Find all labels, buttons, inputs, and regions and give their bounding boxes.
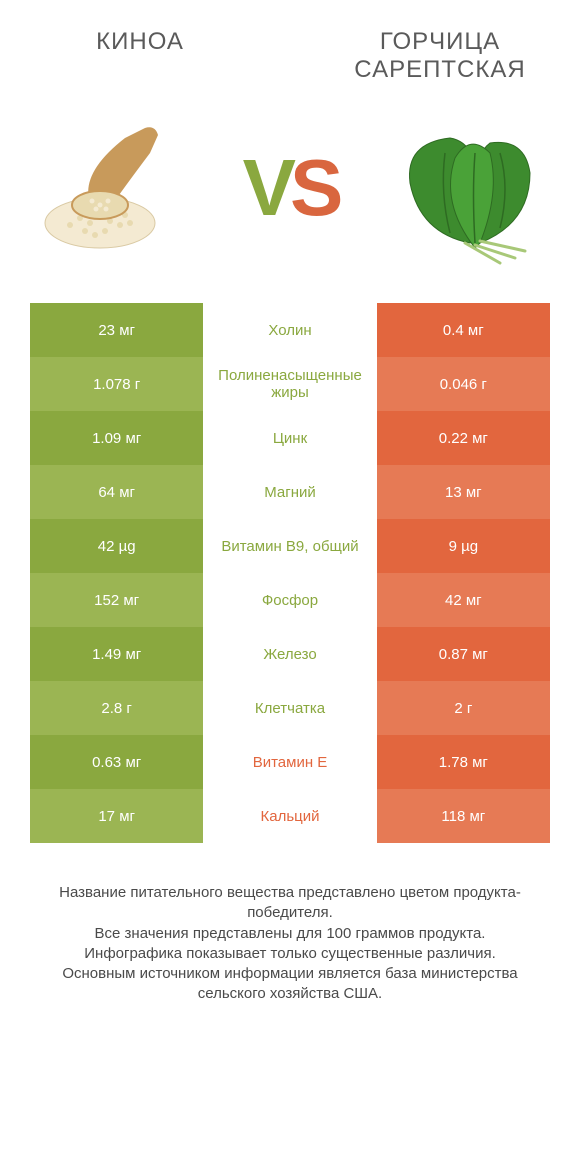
- right-value: 9 µg: [377, 519, 550, 573]
- left-value: 17 мг: [30, 789, 203, 843]
- table-row: 17 мгКальций118 мг: [30, 789, 550, 843]
- table-row: 42 µgВитамин B9, общий9 µg: [30, 519, 550, 573]
- right-value: 42 мг: [377, 573, 550, 627]
- nutrient-label: Магний: [203, 465, 376, 519]
- nutrient-label: Витамин E: [203, 735, 376, 789]
- left-value: 64 мг: [30, 465, 203, 519]
- right-value: 0.22 мг: [377, 411, 550, 465]
- left-product-title: КИНОА: [30, 28, 290, 56]
- footer-line: Все значения представлены для 100 граммо…: [30, 924, 550, 944]
- left-value: 2.8 г: [30, 681, 203, 735]
- right-value: 118 мг: [377, 789, 550, 843]
- left-value: 42 µg: [30, 519, 203, 573]
- right-value: 1.78 мг: [377, 735, 550, 789]
- left-value: 1.09 мг: [30, 411, 203, 465]
- table-row: 1.49 мгЖелезо0.87 мг: [30, 627, 550, 681]
- table-row: 64 мгМагний13 мг: [30, 465, 550, 519]
- footer-line: Название питательного вещества представл…: [30, 883, 550, 924]
- nutrient-label: Цинк: [203, 411, 376, 465]
- footer-line: Инфографика показывает только существенн…: [30, 944, 550, 964]
- nutrient-label: Клетчатка: [203, 681, 376, 735]
- left-product-image: [30, 103, 200, 273]
- right-value: 0.4 мг: [377, 303, 550, 357]
- comparison-table: 23 мгХолин0.4 мг1.078 гПолиненасыщенные …: [0, 303, 580, 843]
- right-value: 0.87 мг: [377, 627, 550, 681]
- nutrient-label: Полиненасыщенные жиры: [203, 357, 376, 411]
- table-row: 1.078 гПолиненасыщенные жиры0.046 г: [30, 357, 550, 411]
- left-value: 152 мг: [30, 573, 203, 627]
- nutrient-label: Кальций: [203, 789, 376, 843]
- left-value: 23 мг: [30, 303, 203, 357]
- right-value: 0.046 г: [377, 357, 550, 411]
- right-product-title: ГОРЧИЦА САРЕПТСКАЯ: [290, 28, 550, 83]
- table-row: 2.8 гКлетчатка2 г: [30, 681, 550, 735]
- table-row: 0.63 мгВитамин E1.78 мг: [30, 735, 550, 789]
- table-row: 152 мгФосфор42 мг: [30, 573, 550, 627]
- header: КИНОА ГОРЧИЦА САРЕПТСКАЯ: [0, 0, 580, 83]
- right-value: 2 г: [377, 681, 550, 735]
- nutrient-label: Железо: [203, 627, 376, 681]
- right-product-image: [380, 103, 550, 273]
- right-value: 13 мг: [377, 465, 550, 519]
- left-value: 1.49 мг: [30, 627, 203, 681]
- table-row: 23 мгХолин0.4 мг: [30, 303, 550, 357]
- footer-notes: Название питательного вещества представл…: [0, 843, 580, 1005]
- table-row: 1.09 мгЦинк0.22 мг: [30, 411, 550, 465]
- left-value: 0.63 мг: [30, 735, 203, 789]
- images-row: VS: [0, 83, 580, 303]
- nutrient-label: Холин: [203, 303, 376, 357]
- footer-line: Основным источником информации является …: [30, 964, 550, 1005]
- nutrient-label: Фосфор: [203, 573, 376, 627]
- left-value: 1.078 г: [30, 357, 203, 411]
- vs-label: VS: [243, 148, 338, 228]
- nutrient-label: Витамин B9, общий: [203, 519, 376, 573]
